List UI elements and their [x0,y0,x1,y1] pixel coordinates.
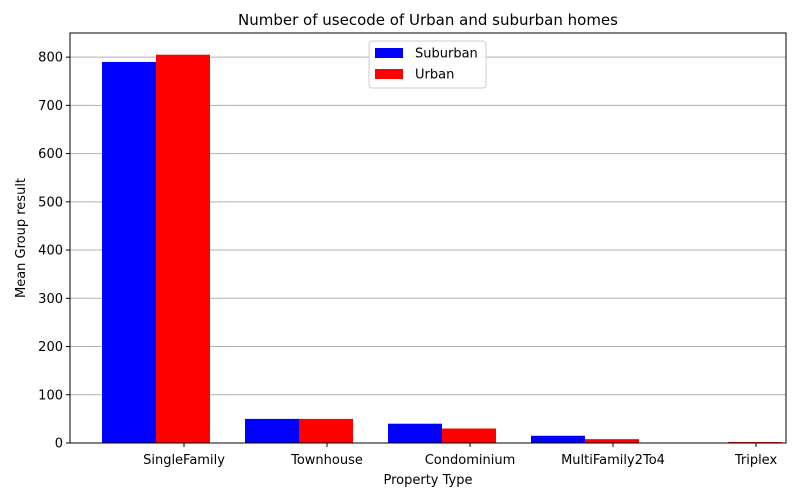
y-axis-ticks: 0 100 200 300 400 500 600 700 800 [38,51,70,452]
bar-urban-condominium [442,428,496,443]
x-axis-label: Property Type [383,473,472,488]
x-tick-label: Triplex [734,453,778,468]
legend-swatch-urban [375,69,403,79]
y-tick-label: 500 [38,195,63,210]
legend-swatch-suburban [375,48,403,58]
x-tick-label: Condominium [425,453,516,468]
y-tick-label: 300 [38,292,63,307]
chart-title: Number of usecode of Urban and suburban … [238,11,618,29]
bar-suburban-singlefamily [102,61,156,444]
x-tick-label: Townhouse [290,453,363,468]
plot-frame [69,32,787,444]
y-tick-label: 400 [38,244,63,259]
x-tick-label: SingleFamily [143,453,225,468]
bar-urban-townhouse [299,418,353,443]
bars [102,54,782,444]
y-tick-label: 700 [38,99,63,114]
x-axis-ticks: SingleFamily Townhouse Condominium MultiFam… [143,443,777,468]
legend-label-urban: Urban [415,68,454,83]
legend: Suburban Urban [368,40,487,89]
y-tick-label: 600 [38,147,63,162]
y-tick-label: 800 [38,51,63,66]
bar-urban-multifamily2to4 [585,439,639,443]
y-tick-label: 100 [38,388,63,403]
bar-suburban-townhouse [245,418,299,443]
legend-label-suburban: Suburban [415,47,478,62]
y-axis-label: Mean Group result [14,178,29,298]
bar-urban-singlefamily [156,54,210,444]
x-tick-label: MultiFamily2To4 [561,453,665,468]
y-tick-label: 0 [55,437,63,452]
y-tick-label: 200 [38,340,63,355]
bar-suburban-condominium [388,423,442,443]
bar-suburban-multifamily2to4 [531,435,585,443]
